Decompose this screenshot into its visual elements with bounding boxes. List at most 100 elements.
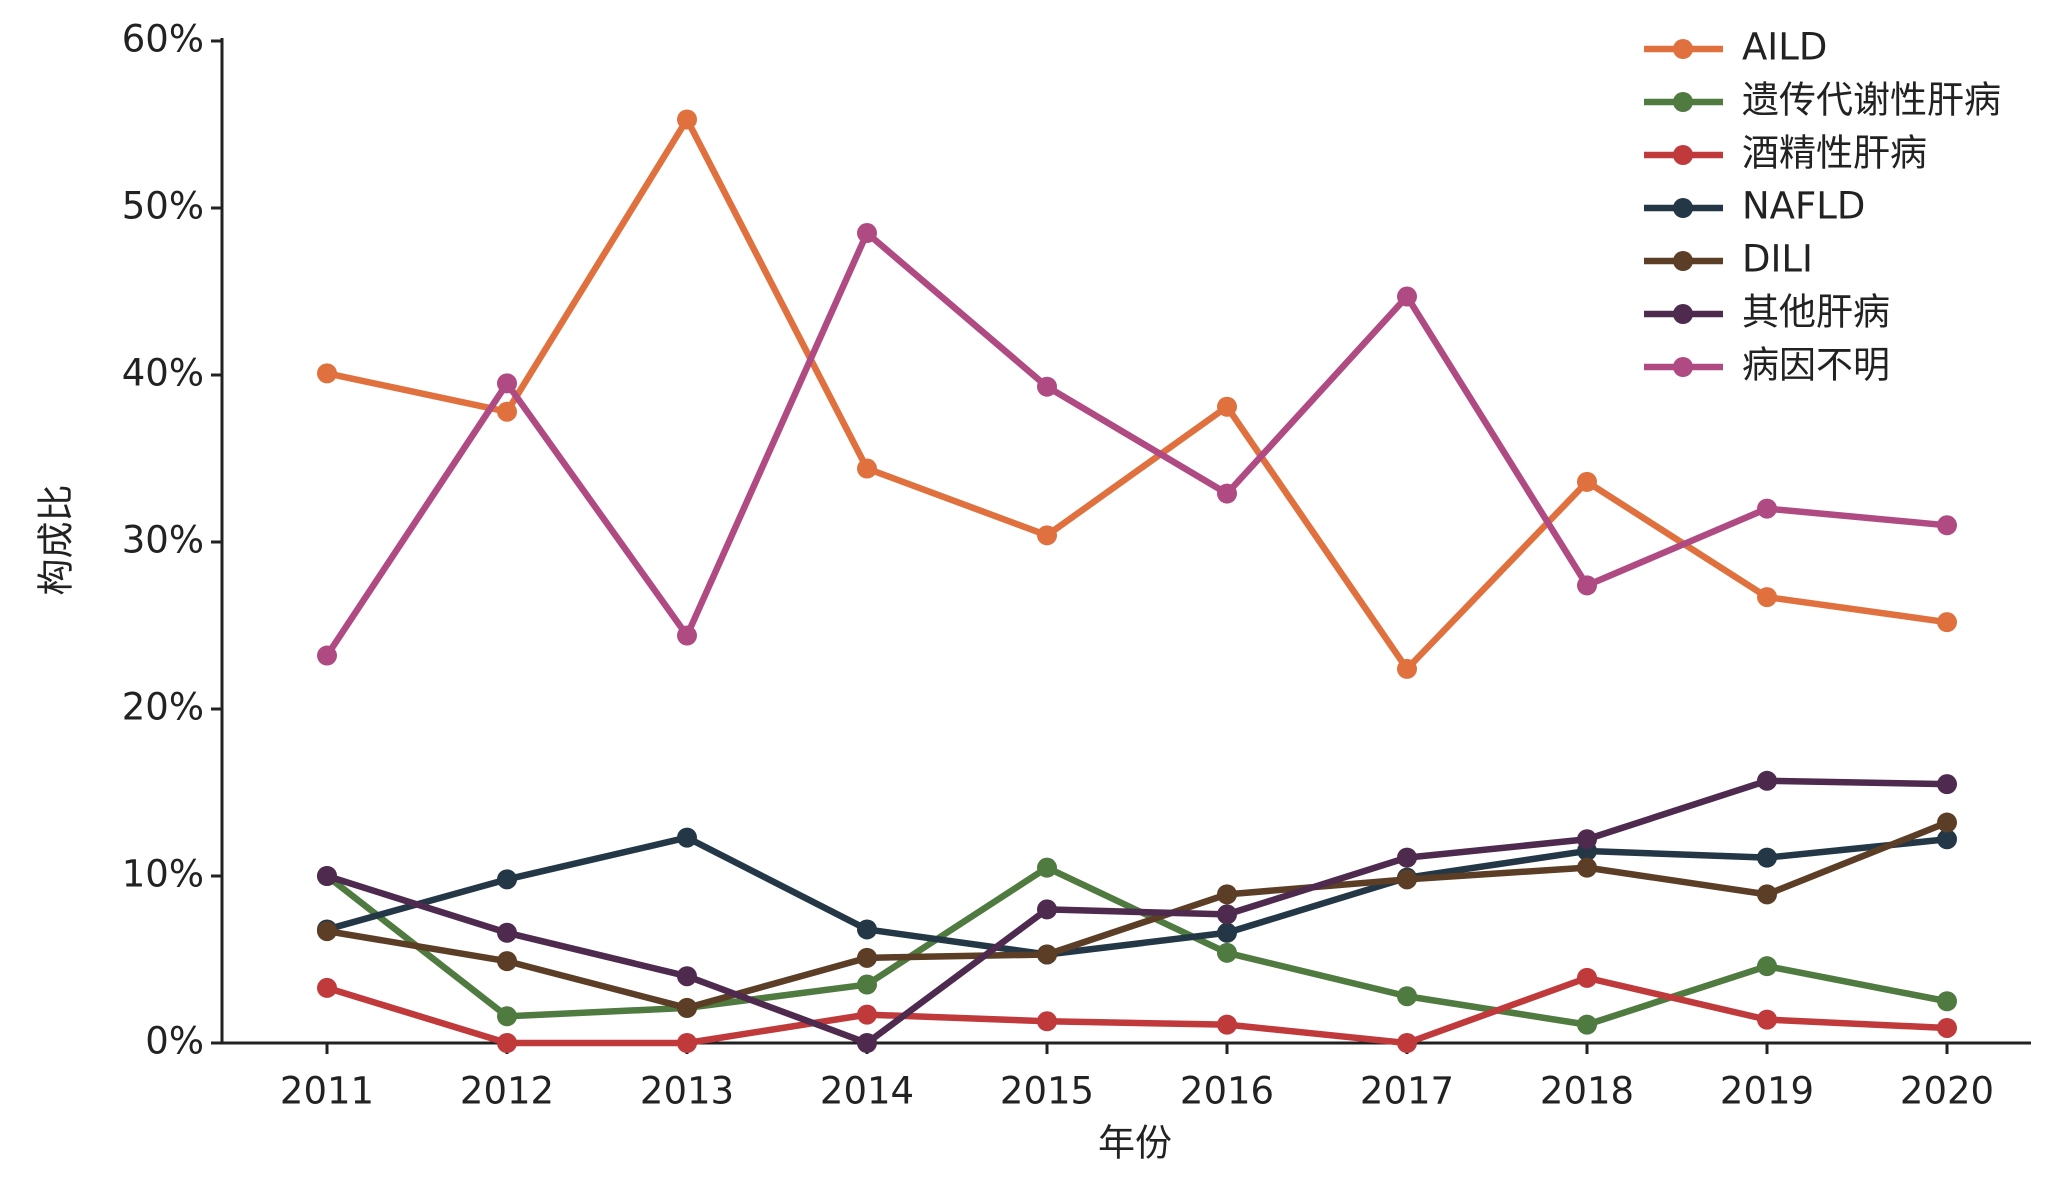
- data-point: [1757, 498, 1777, 519]
- data-point: [1937, 991, 1957, 1012]
- data-point: [857, 1033, 877, 1053]
- data-point: [1937, 515, 1957, 536]
- y-axis-label: 构成比: [35, 485, 78, 596]
- data-point: [1217, 884, 1237, 905]
- data-point: [1757, 956, 1777, 977]
- legend-label: 其他肝病: [1742, 291, 1890, 334]
- data-point: [1937, 774, 1957, 795]
- data-point: [1217, 483, 1237, 504]
- x-tick-label: 2015: [1000, 1070, 1094, 1113]
- x-tick-label: 2013: [640, 1070, 734, 1113]
- data-point: [317, 363, 337, 384]
- data-point: [1937, 1017, 1957, 1038]
- data-point: [677, 827, 697, 848]
- data-point: [1217, 904, 1237, 925]
- legend-label: NAFLD: [1742, 185, 1865, 228]
- data-point: [1397, 286, 1417, 307]
- data-point: [1577, 857, 1597, 878]
- data-point: [857, 223, 877, 244]
- data-point: [317, 866, 337, 886]
- x-tick-label: 2016: [1180, 1070, 1274, 1113]
- data-point: [1217, 1014, 1237, 1035]
- data-point: [497, 922, 517, 943]
- data-point: [677, 1033, 697, 1053]
- y-tick-label: 40%: [122, 352, 204, 395]
- data-point: [857, 919, 877, 940]
- data-point: [1397, 847, 1417, 868]
- data-point: [1037, 944, 1057, 965]
- x-tick-label: 2018: [1540, 1070, 1634, 1113]
- x-tick-label: 2014: [820, 1070, 914, 1113]
- data-point: [1037, 857, 1057, 878]
- data-point: [1037, 1011, 1057, 1032]
- legend-marker: [1673, 145, 1693, 165]
- data-point: [677, 625, 697, 646]
- data-point: [1757, 884, 1777, 905]
- data-point: [1397, 658, 1417, 679]
- series-line: [326, 974, 1948, 1047]
- data-point: [677, 997, 697, 1018]
- legend-label: AILD: [1742, 26, 1827, 69]
- legend-marker: [1673, 304, 1693, 324]
- data-point: [1217, 396, 1237, 417]
- y-tick-label: 60%: [122, 18, 204, 61]
- data-point: [1577, 575, 1597, 596]
- data-point: [857, 947, 877, 968]
- y-tick-label: 10%: [122, 853, 204, 896]
- data-point: [857, 458, 877, 479]
- data-point: [1757, 1009, 1777, 1030]
- data-point: [1937, 829, 1957, 850]
- x-tick-label: 2012: [460, 1070, 554, 1113]
- data-point: [317, 977, 337, 998]
- data-point: [1577, 829, 1597, 850]
- data-point: [1757, 770, 1777, 791]
- data-point: [497, 1033, 517, 1053]
- data-point: [497, 401, 517, 422]
- data-point: [857, 974, 877, 995]
- data-point: [1577, 471, 1597, 492]
- data-point: [1397, 986, 1417, 1007]
- data-point: [497, 869, 517, 890]
- y-tick-label: 30%: [122, 519, 204, 562]
- data-point: [317, 921, 337, 942]
- data-point: [1217, 922, 1237, 943]
- data-point: [497, 951, 517, 972]
- legend-label: DILI: [1742, 238, 1813, 281]
- series-line: [326, 819, 1949, 1012]
- series-line: [326, 116, 1948, 673]
- data-point: [1937, 812, 1957, 833]
- x-tick-label: 2019: [1720, 1070, 1814, 1113]
- legend-marker: [1673, 39, 1693, 59]
- x-tick-label: 2020: [1900, 1070, 1994, 1113]
- legend-marker: [1673, 357, 1693, 377]
- data-point: [1397, 1033, 1417, 1053]
- data-point: [1397, 869, 1417, 890]
- series-line: [324, 229, 1948, 658]
- data-point: [1577, 1014, 1597, 1035]
- data-point: [1577, 967, 1597, 988]
- data-point: [1937, 612, 1957, 633]
- series-line: [326, 834, 1948, 958]
- data-point: [857, 1004, 877, 1025]
- y-tick-label: 0%: [145, 1020, 204, 1063]
- legend-label: 病因不明: [1742, 344, 1890, 387]
- data-point: [1037, 525, 1057, 546]
- legend-marker: [1673, 198, 1693, 218]
- data-point: [317, 645, 337, 666]
- data-point: [1217, 942, 1237, 963]
- legend-marker: [1673, 92, 1693, 112]
- data-point: [1037, 376, 1057, 397]
- data-point: [497, 1006, 517, 1027]
- data-point: [1757, 587, 1777, 608]
- y-tick-label: 50%: [122, 185, 204, 228]
- data-point: [677, 109, 697, 130]
- legend-label: 酒精性肝病: [1742, 132, 1927, 175]
- legend-label: 遗传代谢性肝病: [1742, 79, 2001, 122]
- x-tick-label: 2011: [280, 1070, 374, 1113]
- x-tick-label: 2017: [1360, 1070, 1454, 1113]
- data-point: [1037, 899, 1057, 920]
- x-axis-label: 年份: [1098, 1122, 1172, 1165]
- series-line: [326, 777, 1948, 1047]
- data-point: [497, 373, 517, 394]
